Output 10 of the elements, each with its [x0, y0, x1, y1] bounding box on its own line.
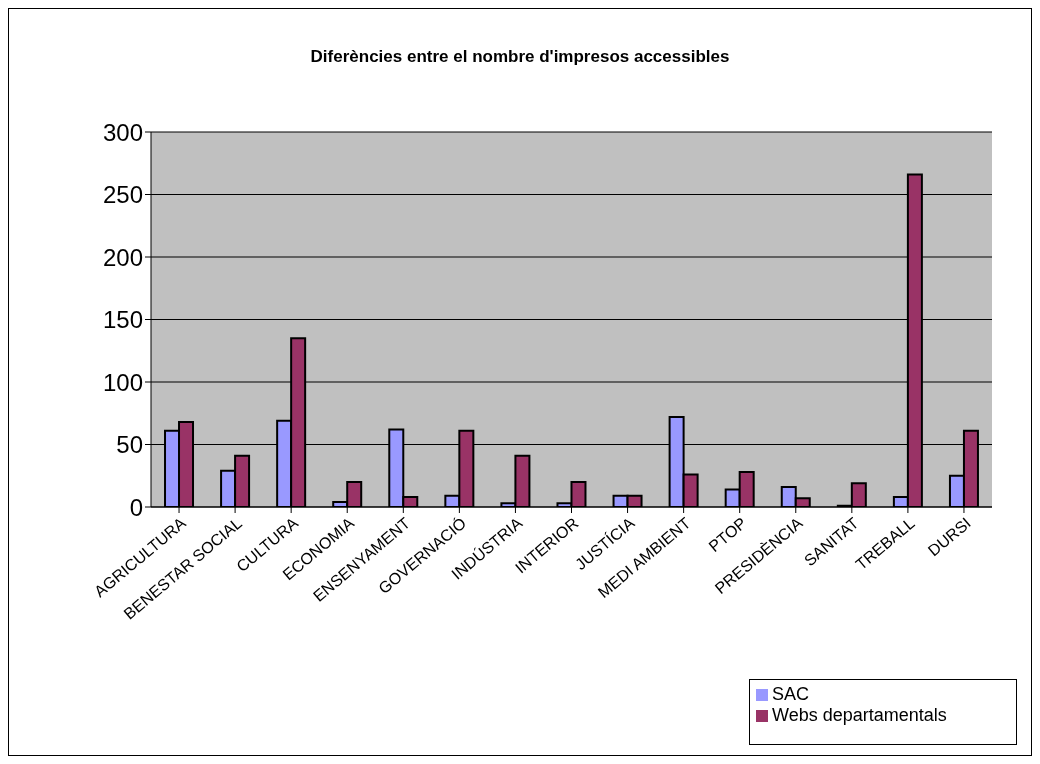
y-tick-label: 200	[102, 243, 143, 271]
y-tick-label: 100	[102, 368, 143, 396]
chart-title: Diferències entre el nombre d'impresos accessibles	[309, 47, 731, 67]
y-tick-label: 300	[102, 118, 143, 146]
y-tick-label: 250	[102, 181, 143, 209]
y-tick-label: 0	[129, 493, 143, 521]
y-tick-label: 150	[102, 306, 143, 334]
legend-label: SAC	[772, 684, 810, 704]
legend-label: Webs departamentals	[772, 705, 947, 725]
y-tick-label: 50	[116, 431, 143, 459]
